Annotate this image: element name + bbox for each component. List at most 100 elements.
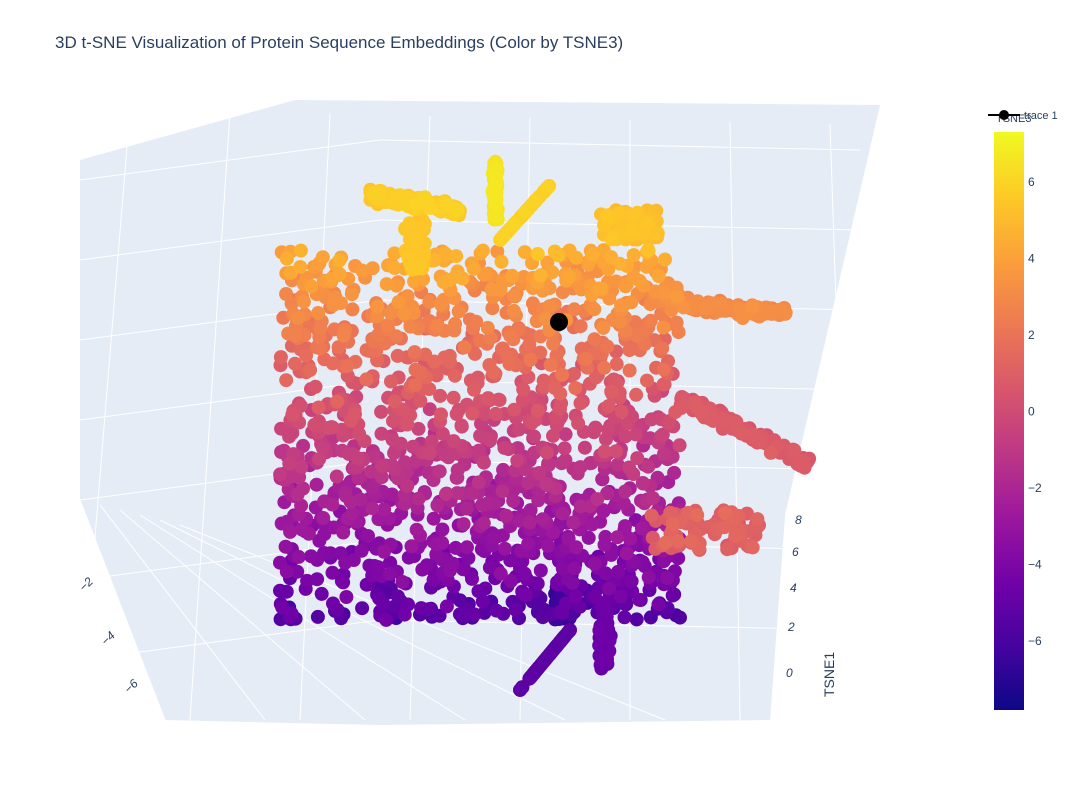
scatter-points[interactable] xyxy=(273,154,817,697)
scatter-point xyxy=(325,497,340,512)
scatter-point xyxy=(587,332,602,347)
scatter-point xyxy=(670,289,685,304)
x-axis-title: TSNE1 xyxy=(821,652,837,697)
scatter-point xyxy=(657,447,671,461)
scatter-point xyxy=(422,382,437,397)
scatter-point xyxy=(344,287,359,302)
scatter-point xyxy=(623,342,637,357)
scatter-point xyxy=(382,566,397,581)
scatter-point xyxy=(468,346,482,361)
scatter-point xyxy=(506,303,521,318)
scatter-point xyxy=(443,563,457,578)
scatter-point xyxy=(614,404,629,419)
scatter-point xyxy=(494,254,509,269)
scatter-point xyxy=(484,282,499,297)
scatter-point xyxy=(543,357,558,372)
scatter-point xyxy=(343,494,358,509)
scatter-point xyxy=(432,464,447,479)
scatter-point xyxy=(486,364,501,379)
scatter-point xyxy=(542,299,557,314)
scatter-point xyxy=(568,381,583,395)
scatter-point xyxy=(640,216,655,231)
scatter-point xyxy=(728,528,743,543)
scatter-point xyxy=(610,457,625,472)
scatter-point xyxy=(483,433,498,448)
scatter-point xyxy=(658,535,673,550)
scatter-point xyxy=(626,209,641,224)
scatter-point xyxy=(450,463,465,478)
scatter-point xyxy=(797,460,812,475)
scatter-point xyxy=(533,563,548,578)
scatter-point xyxy=(336,575,351,590)
scatter-point xyxy=(567,302,582,317)
scatter-point xyxy=(632,273,647,288)
scatter-point xyxy=(411,421,426,436)
scatter-point xyxy=(530,576,545,591)
scatter-point xyxy=(377,502,392,517)
scatter-point xyxy=(601,399,616,413)
scatter-point xyxy=(476,455,491,470)
scatter-point xyxy=(540,180,555,195)
scatter-point xyxy=(501,350,515,365)
scatter-point xyxy=(611,564,625,579)
scatter-point xyxy=(493,566,508,581)
scatter-point xyxy=(655,341,670,356)
scatter-point xyxy=(668,405,683,420)
scatter-point xyxy=(717,520,732,535)
scatter-point xyxy=(397,607,412,622)
scatter-point xyxy=(567,561,582,576)
scatter-point xyxy=(333,296,348,311)
scatter-point xyxy=(618,484,633,499)
scatter-point xyxy=(430,498,445,513)
scatter-point xyxy=(585,517,600,532)
scatter-point xyxy=(535,512,550,527)
scatter-point xyxy=(499,508,514,523)
scatter-point xyxy=(503,329,518,344)
scatter-point xyxy=(508,602,523,617)
scatter-point xyxy=(592,623,607,638)
scatter-point xyxy=(466,261,481,276)
scatter-point xyxy=(596,503,611,518)
scatter-point xyxy=(507,288,522,303)
scatter-point xyxy=(285,407,300,422)
scatter-point xyxy=(598,529,613,544)
scatter-point xyxy=(450,202,465,217)
scatter-point xyxy=(517,245,532,260)
scatter-point xyxy=(745,299,760,314)
scatter-point xyxy=(315,250,330,265)
scatter-point xyxy=(541,538,555,553)
scatter-point xyxy=(424,434,439,449)
scatter-point xyxy=(651,597,666,612)
scatter-point xyxy=(391,295,406,310)
scatter-point xyxy=(387,246,402,261)
scatter-point xyxy=(456,562,471,577)
scatter-point xyxy=(313,321,328,336)
scatter-point xyxy=(304,549,319,564)
scatter-point xyxy=(279,584,294,599)
scatter-point xyxy=(530,247,545,261)
scatter-point xyxy=(588,370,603,385)
scatter-point xyxy=(521,536,536,551)
scatter-point xyxy=(443,273,458,287)
highlight-point[interactable] xyxy=(550,313,568,331)
scatter-point xyxy=(523,670,538,685)
grid-line xyxy=(79,219,381,261)
scatter-point xyxy=(486,530,501,545)
scatter-point xyxy=(546,525,561,540)
scatter-point xyxy=(365,261,380,276)
scatter-point xyxy=(562,243,577,258)
scatter-point xyxy=(507,402,522,417)
scatter-point xyxy=(601,209,615,224)
scatter-point xyxy=(698,301,713,316)
scatter-point xyxy=(504,573,518,588)
scatter-point xyxy=(566,515,581,530)
legend[interactable]: trace 1 xyxy=(988,110,1058,122)
grid-line xyxy=(79,139,381,181)
scatter-point xyxy=(489,603,504,618)
scatter-point xyxy=(293,260,308,274)
scatter-point xyxy=(665,517,680,532)
scatter-point xyxy=(656,320,671,335)
scatter-point xyxy=(612,256,627,271)
scatter-point xyxy=(763,445,778,460)
